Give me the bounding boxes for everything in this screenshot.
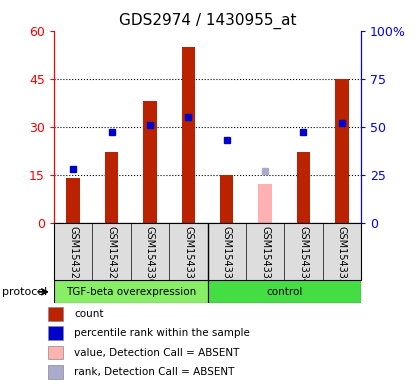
Text: count: count: [74, 309, 104, 319]
Text: TGF-beta overexpression: TGF-beta overexpression: [66, 287, 196, 297]
Bar: [297, 152, 310, 223]
Bar: [182, 47, 195, 223]
Bar: [54, 280, 208, 303]
Text: value, Detection Call = ABSENT: value, Detection Call = ABSENT: [74, 348, 240, 358]
Bar: [49, 307, 63, 321]
Text: percentile rank within the sample: percentile rank within the sample: [74, 328, 250, 338]
Bar: [220, 175, 233, 223]
Text: control: control: [266, 287, 303, 297]
Text: GSM154330: GSM154330: [145, 226, 155, 285]
Bar: [208, 280, 361, 303]
Text: GSM154332: GSM154332: [222, 226, 232, 285]
Text: GSM154331: GSM154331: [183, 226, 193, 285]
Bar: [49, 326, 63, 340]
Bar: [105, 152, 118, 223]
Bar: [66, 178, 80, 223]
Text: GSM154334: GSM154334: [298, 226, 308, 285]
Bar: [49, 365, 63, 379]
Text: GSM154328: GSM154328: [68, 226, 78, 285]
Text: rank, Detection Call = ABSENT: rank, Detection Call = ABSENT: [74, 367, 235, 377]
Bar: [143, 101, 156, 223]
Text: GSM154333: GSM154333: [260, 226, 270, 285]
Bar: [259, 184, 272, 223]
Bar: [49, 346, 63, 359]
Title: GDS2974 / 1430955_at: GDS2974 / 1430955_at: [119, 13, 296, 29]
Text: protocol: protocol: [2, 287, 47, 297]
Bar: [335, 79, 349, 223]
Text: GSM154335: GSM154335: [337, 226, 347, 285]
Text: GSM154329: GSM154329: [107, 226, 117, 285]
